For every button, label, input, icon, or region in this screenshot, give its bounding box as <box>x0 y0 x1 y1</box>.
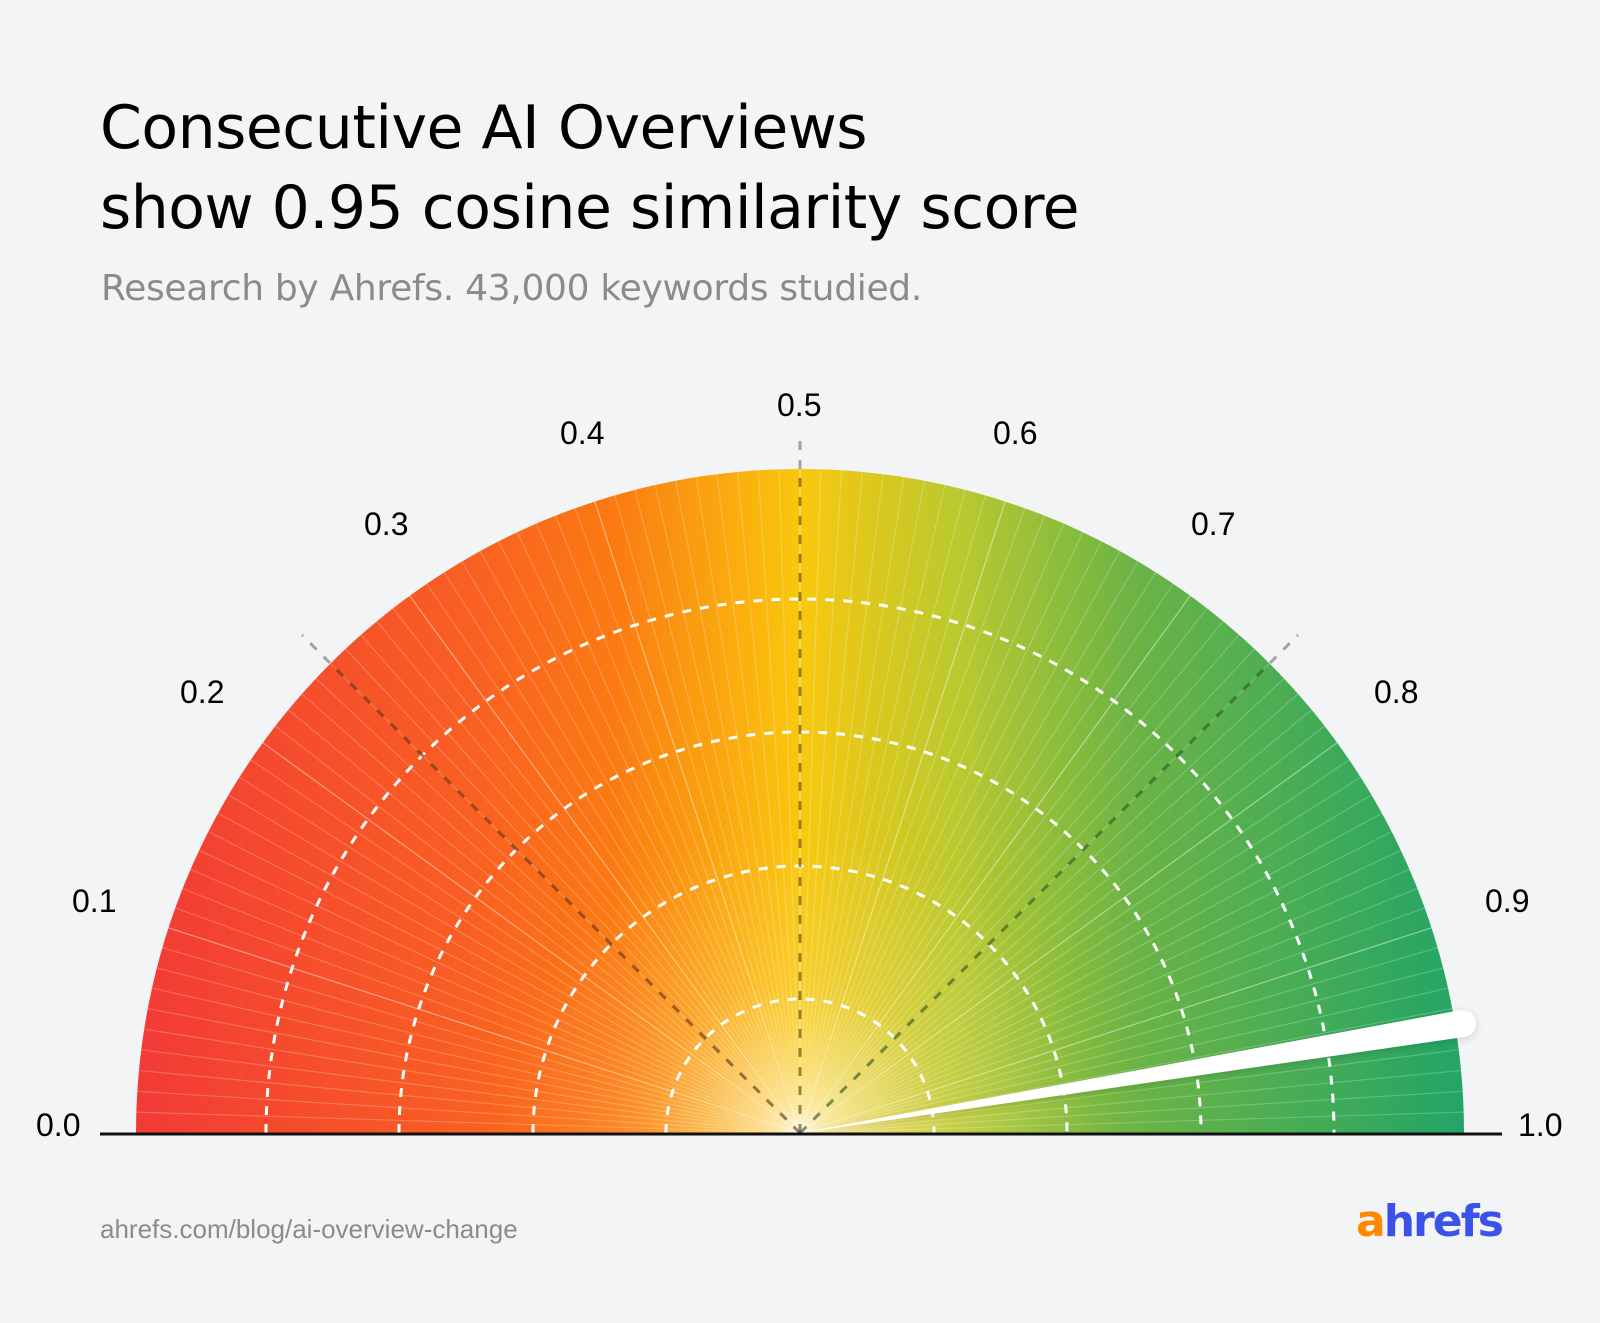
logo-letter-a: a <box>1356 1196 1386 1247</box>
tick-label-0.8: 0.8 <box>1374 674 1418 710</box>
tick-label-1.0: 1.0 <box>1518 1107 1562 1143</box>
tick-label-0.2: 0.2 <box>180 674 224 710</box>
title-line-1: Consecutive AI Overviews <box>100 93 868 163</box>
tick-label-0.0: 0.0 <box>36 1107 80 1143</box>
tick-label-0.5: 0.5 <box>777 387 821 423</box>
logo-letters-hrefs: hrefs <box>1383 1196 1504 1247</box>
gauge-rays <box>136 469 1464 1134</box>
tick-labels: 0.0 0.1 0.2 0.3 0.4 0.5 0.6 0.7 0.8 0.9 … <box>36 387 1562 1143</box>
ahrefs-logo: ahrefs <box>1356 1196 1504 1247</box>
reference-lines <box>300 438 1300 1135</box>
source-url: ahrefs.com/blog/ai-overview-change <box>100 1214 518 1244</box>
chart-title: Consecutive AI Overviews show 0.95 cosin… <box>100 88 1080 248</box>
tick-label-0.4: 0.4 <box>560 415 604 451</box>
needle <box>800 1010 1476 1133</box>
tick-label-0.1: 0.1 <box>72 883 116 919</box>
title-line-2: show 0.95 cosine similarity score <box>100 173 1080 243</box>
tick-label-0.7: 0.7 <box>1191 506 1235 542</box>
tick-label-0.9: 0.9 <box>1485 883 1529 919</box>
tick-label-0.3: 0.3 <box>364 506 408 542</box>
chart-subtitle: Research by Ahrefs. 43,000 keywords stud… <box>101 268 922 309</box>
tick-label-0.6: 0.6 <box>993 415 1037 451</box>
